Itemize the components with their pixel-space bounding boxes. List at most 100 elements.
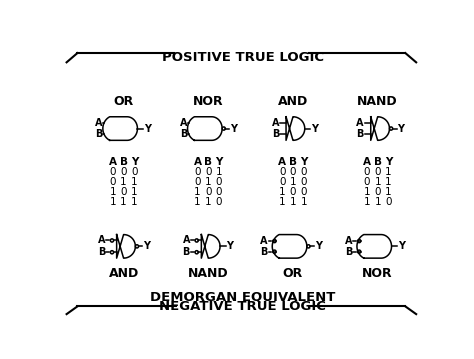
- Text: Y: Y: [315, 241, 322, 251]
- Text: 1: 1: [131, 197, 137, 207]
- Text: 0: 0: [194, 167, 201, 177]
- Text: 0: 0: [109, 177, 116, 187]
- Text: 1: 1: [194, 187, 201, 197]
- Text: A: A: [98, 236, 105, 246]
- Text: DEMORGAN EQUIVALENT: DEMORGAN EQUIVALENT: [150, 291, 336, 304]
- Text: A: A: [193, 157, 201, 167]
- Text: 1: 1: [194, 197, 201, 207]
- Text: Y: Y: [215, 157, 223, 167]
- Text: 1: 1: [120, 177, 127, 187]
- Text: B: B: [119, 157, 128, 167]
- Text: AND: AND: [109, 267, 139, 280]
- Text: B: B: [345, 247, 353, 257]
- Text: 0: 0: [216, 177, 222, 187]
- Text: A: A: [95, 118, 103, 128]
- Text: 1: 1: [385, 187, 392, 197]
- Text: 0: 0: [301, 167, 307, 177]
- Text: 1: 1: [301, 197, 307, 207]
- Text: Y: Y: [311, 123, 318, 134]
- Text: Y: Y: [230, 123, 237, 134]
- Text: 0: 0: [279, 167, 285, 177]
- Text: NAND: NAND: [357, 94, 398, 108]
- Polygon shape: [103, 117, 137, 140]
- Text: 1: 1: [279, 187, 285, 197]
- Text: OR: OR: [283, 267, 303, 280]
- Text: 1: 1: [279, 197, 285, 207]
- Text: 1: 1: [290, 197, 296, 207]
- Text: 0: 0: [301, 187, 307, 197]
- Text: Y: Y: [300, 157, 308, 167]
- Text: Y: Y: [143, 241, 150, 251]
- Text: A: A: [260, 236, 268, 246]
- Text: NAND: NAND: [188, 267, 228, 280]
- Text: 0: 0: [205, 187, 211, 197]
- Text: 1: 1: [385, 167, 392, 177]
- Text: 1: 1: [364, 187, 370, 197]
- Text: 1: 1: [374, 197, 381, 207]
- Text: 0: 0: [205, 167, 211, 177]
- Text: AND: AND: [278, 94, 308, 108]
- Polygon shape: [357, 234, 392, 258]
- Text: 1: 1: [364, 197, 370, 207]
- Text: Y: Y: [227, 241, 233, 251]
- Text: 0: 0: [290, 187, 296, 197]
- Text: 0: 0: [374, 187, 381, 197]
- Polygon shape: [117, 234, 136, 258]
- Text: B: B: [180, 129, 187, 139]
- Text: 0: 0: [120, 167, 127, 177]
- Text: 0: 0: [216, 197, 222, 207]
- Text: Y: Y: [144, 123, 151, 134]
- Text: OR: OR: [113, 94, 134, 108]
- Text: 1: 1: [374, 177, 381, 187]
- Text: Y: Y: [131, 157, 138, 167]
- Text: 1: 1: [290, 177, 296, 187]
- Polygon shape: [371, 117, 390, 140]
- Text: B: B: [374, 157, 382, 167]
- Text: 0: 0: [301, 177, 307, 187]
- Text: 0: 0: [385, 197, 392, 207]
- Text: 1: 1: [205, 177, 211, 187]
- Text: B: B: [356, 130, 364, 139]
- Text: 1: 1: [131, 177, 137, 187]
- Text: B: B: [95, 129, 103, 139]
- Text: A: A: [278, 157, 286, 167]
- Text: A: A: [345, 236, 353, 246]
- Text: 1: 1: [205, 197, 211, 207]
- Polygon shape: [201, 234, 220, 258]
- Text: 0: 0: [131, 167, 137, 177]
- Text: 0: 0: [194, 177, 201, 187]
- Text: B: B: [98, 247, 105, 257]
- Polygon shape: [272, 234, 307, 258]
- Text: A: A: [272, 118, 279, 128]
- Text: 0: 0: [364, 167, 370, 177]
- Text: B: B: [272, 130, 279, 139]
- Text: Y: Y: [397, 123, 404, 134]
- Text: A: A: [363, 157, 371, 167]
- Text: 1: 1: [109, 197, 116, 207]
- Text: 1: 1: [131, 187, 137, 197]
- Text: 1: 1: [216, 167, 222, 177]
- Text: B: B: [260, 247, 268, 257]
- Text: NEGATIVE TRUE LOGIC: NEGATIVE TRUE LOGIC: [159, 300, 327, 313]
- Text: Y: Y: [398, 241, 405, 251]
- Text: POSITIVE TRUE LOGIC: POSITIVE TRUE LOGIC: [162, 51, 324, 64]
- Text: 0: 0: [279, 177, 285, 187]
- Text: Y: Y: [385, 157, 392, 167]
- Text: B: B: [182, 247, 190, 257]
- Text: 1: 1: [109, 187, 116, 197]
- Text: NOR: NOR: [193, 94, 224, 108]
- Text: 0: 0: [109, 167, 116, 177]
- Text: B: B: [204, 157, 212, 167]
- Text: B: B: [289, 157, 297, 167]
- Text: A: A: [356, 118, 364, 128]
- Polygon shape: [286, 117, 305, 140]
- Text: NOR: NOR: [362, 267, 393, 280]
- Text: 1: 1: [385, 177, 392, 187]
- Text: A: A: [109, 157, 117, 167]
- Text: 0: 0: [364, 177, 370, 187]
- Text: A: A: [180, 118, 187, 128]
- Text: 0: 0: [374, 167, 381, 177]
- Text: 0: 0: [290, 167, 296, 177]
- Text: 0: 0: [120, 187, 127, 197]
- Text: A: A: [182, 236, 190, 246]
